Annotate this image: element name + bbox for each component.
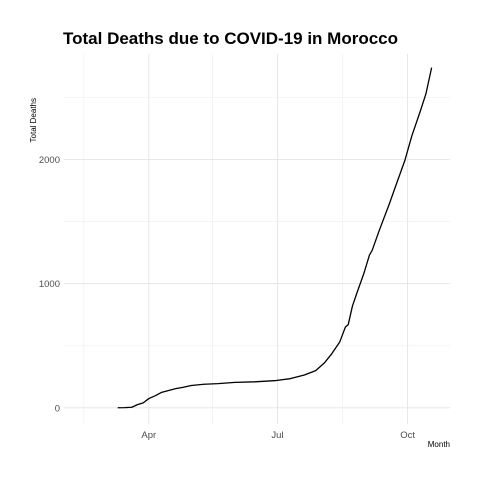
y-tick-label: 2000 bbox=[39, 155, 60, 166]
y-tick-label: 1000 bbox=[39, 279, 60, 290]
x-axis-title: Month bbox=[428, 440, 450, 449]
tick-labels: Apr Jul Oct 0 1000 2000 bbox=[39, 155, 415, 441]
series-line bbox=[117, 67, 433, 409]
x-tick-label: Jul bbox=[271, 430, 283, 441]
x-tick-label: Apr bbox=[141, 430, 156, 441]
chart-title: Total Deaths due to COVID-19 in Morocco bbox=[63, 29, 398, 48]
grid bbox=[64, 54, 450, 424]
x-tick-label: Oct bbox=[400, 430, 415, 441]
y-tick-label: 0 bbox=[55, 403, 60, 414]
series-layer bbox=[117, 67, 433, 409]
y-axis-title: Total Deaths bbox=[29, 98, 38, 142]
